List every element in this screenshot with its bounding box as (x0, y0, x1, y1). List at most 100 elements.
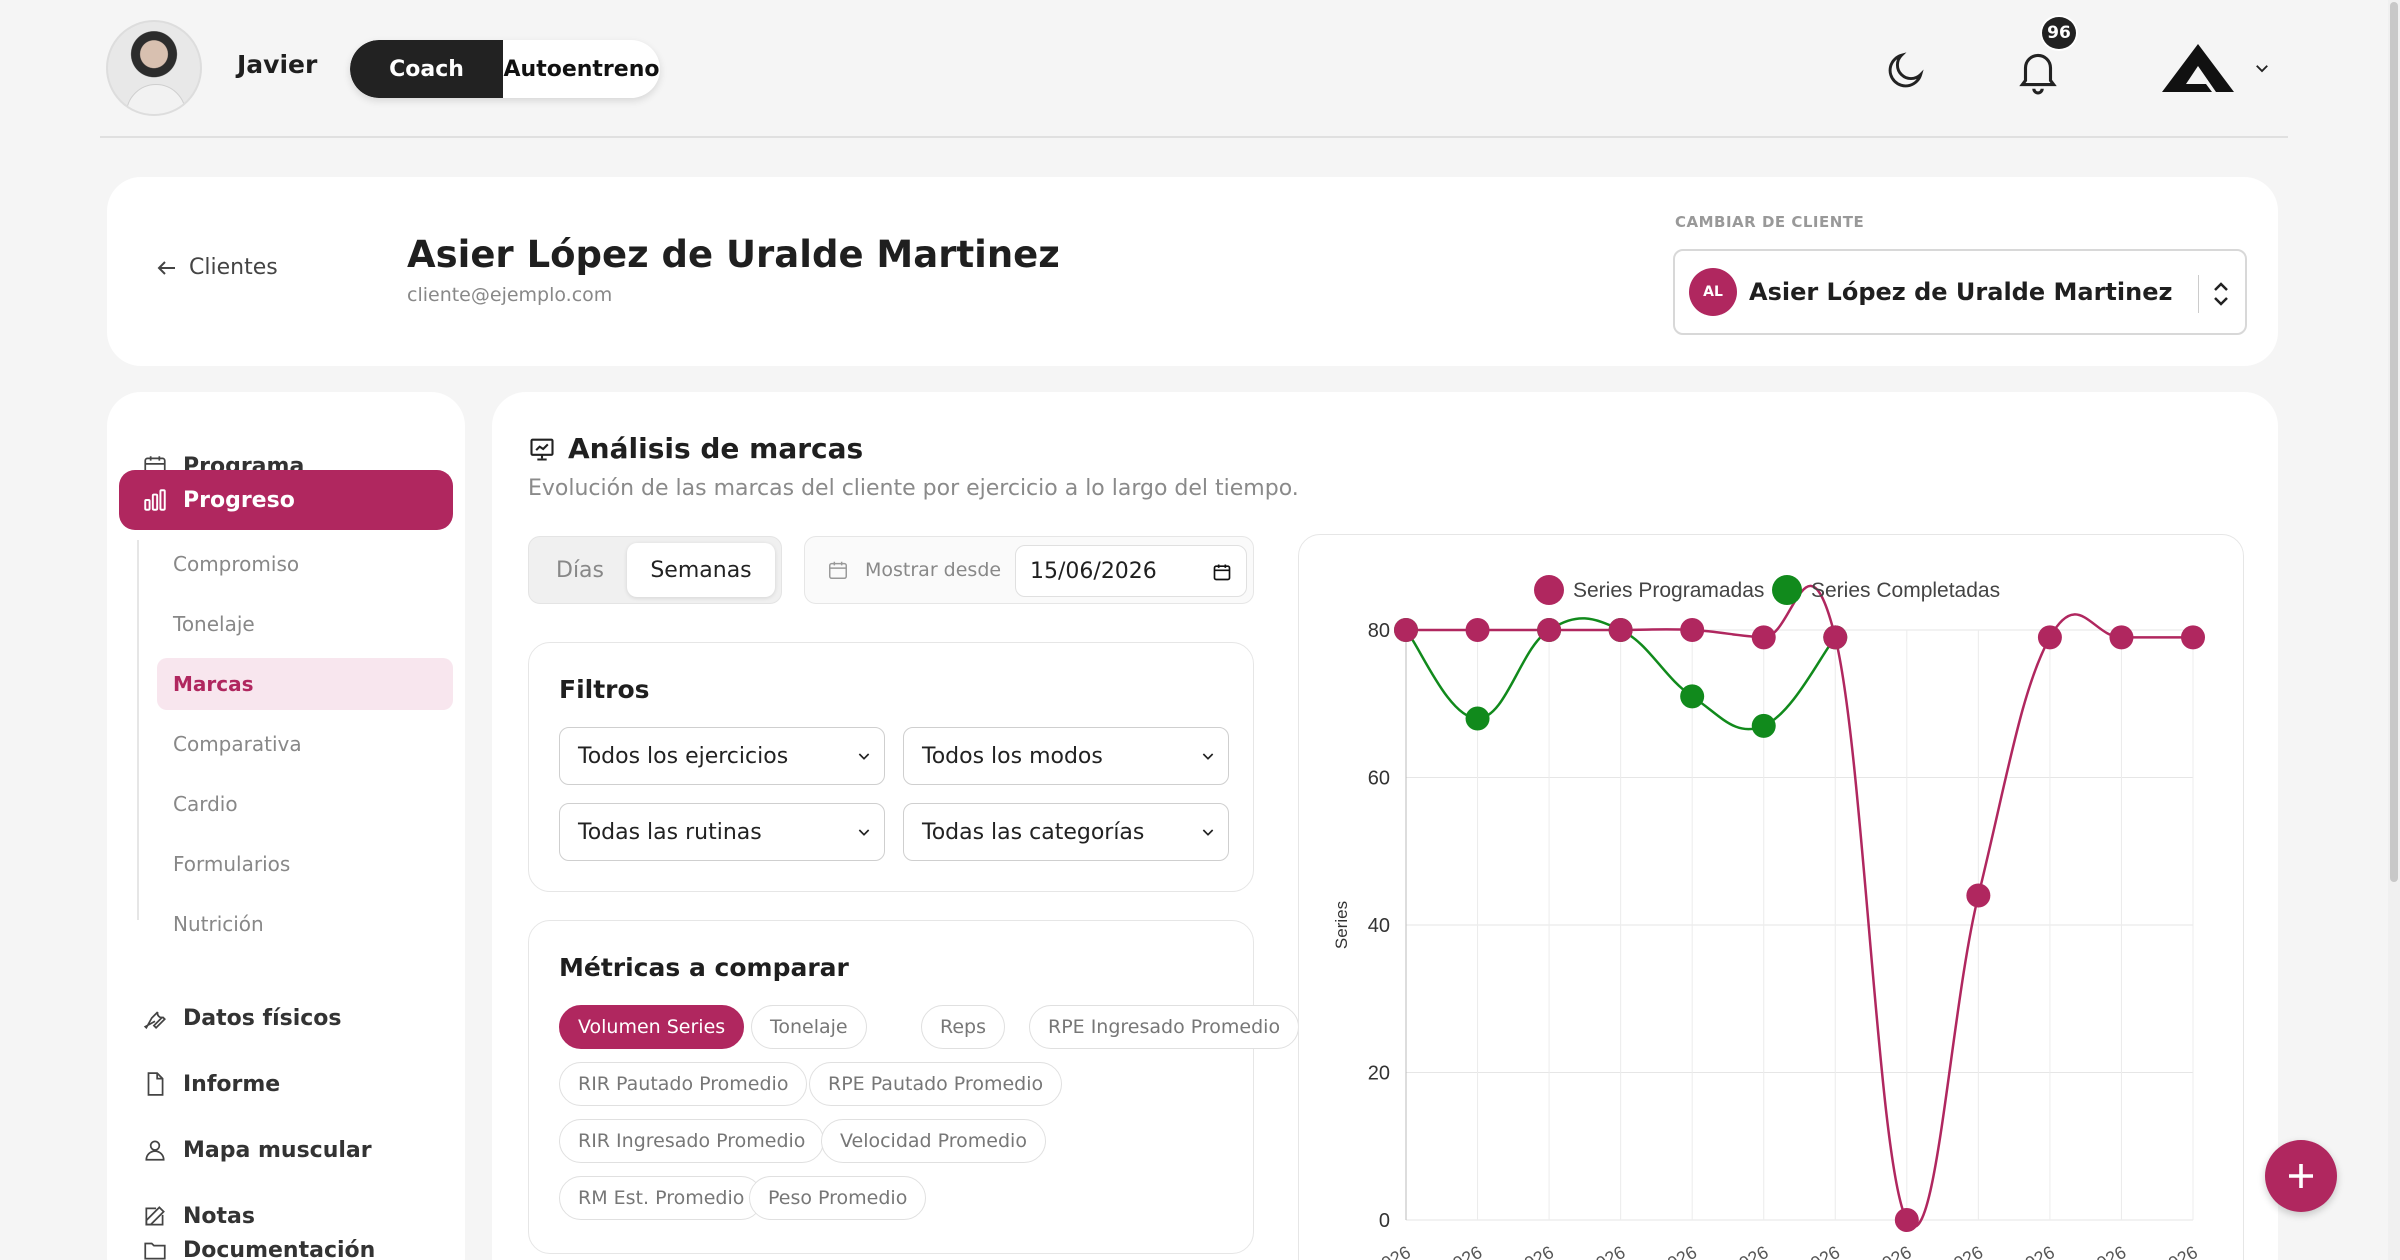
chevron-down-icon (1202, 753, 1214, 760)
metric-chip[interactable]: RPE Pautado Promedio (809, 1062, 1063, 1106)
x-tick-label: 13/9/2026 (2121, 1242, 2201, 1260)
sidebar-item-label: Informe (183, 1071, 281, 1097)
arrow-left-icon (157, 260, 175, 275)
brand-a-logo-icon[interactable] (2158, 38, 2238, 98)
subnav-formularios[interactable]: Formularios (173, 852, 291, 876)
data-point-programadas (1394, 618, 1418, 642)
sidebar-item-progreso[interactable]: Progreso (119, 470, 453, 530)
date-filter-label: Mostrar desde (865, 559, 1002, 581)
bar-chart-icon (141, 486, 169, 514)
metric-chip[interactable]: Peso Promedio (749, 1176, 927, 1220)
sidebar-item-label: Datos físicos (183, 1005, 342, 1031)
client-name: Asier López de Uralde Martinez (407, 233, 1060, 276)
calendar-picker-icon[interactable] (1212, 562, 1232, 582)
legend-marker (1772, 575, 1802, 605)
metric-chip[interactable]: Velocidad Promedio (821, 1119, 1046, 1163)
sidebar-item-datos-fisicos[interactable]: Datos físicos (119, 988, 453, 1048)
sidebar-item-notas[interactable]: Notas (119, 1186, 453, 1246)
mode-toggle: Coach Autoentreno (350, 40, 660, 98)
back-label: Clientes (189, 255, 278, 280)
category-select[interactable]: Todas las categorías (903, 803, 1229, 861)
x-tick-label: 23/8/2026 (1906, 1242, 1986, 1260)
x-tick-label: 9/8/2026 (1772, 1242, 1843, 1260)
plus-icon (2289, 1164, 2313, 1188)
user-avatar[interactable] (106, 20, 202, 116)
y-axis-label: Series (1332, 901, 1351, 949)
data-point-programadas (1823, 625, 1848, 650)
edit-icon (141, 1202, 169, 1230)
data-point-programadas (1894, 1208, 1919, 1232)
subnav-compromiso[interactable]: Compromiso (173, 552, 300, 576)
x-tick-label: 5/7/2026 (1414, 1242, 1485, 1260)
add-button[interactable] (2265, 1140, 2337, 1212)
x-tick-label: 28/6/2026 (1334, 1242, 1414, 1260)
back-to-clients-link[interactable]: Clientes (155, 255, 278, 280)
date-input-value: 15/06/2026 (1030, 558, 1157, 584)
subnav-nutricion[interactable]: Nutrición (173, 912, 264, 936)
switch-client-label: CAMBIAR DE CLIENTE (1675, 213, 1865, 231)
metric-chip[interactable]: Volumen Series (559, 1005, 745, 1049)
section-subtitle: Evolución de las marcas del cliente por … (528, 476, 1299, 501)
y-tick-label: 40 (1368, 915, 1390, 937)
metric-chip[interactable]: Reps (921, 1005, 1005, 1049)
metric-chip[interactable]: Tonelaje (751, 1005, 867, 1049)
data-point-programadas (2181, 625, 2205, 650)
sidebar: Programa Progreso Compromiso Tonelaje Ma… (107, 392, 465, 1260)
presentation-chart-icon (530, 438, 554, 461)
calendar-icon (829, 561, 847, 579)
data-point-completadas (1465, 706, 1490, 731)
metric-chip[interactable]: RIR Pautado Promedio (559, 1062, 808, 1106)
sidebar-item-informe[interactable]: Informe (119, 1054, 453, 1114)
folder-icon (141, 1236, 169, 1260)
metric-chip[interactable]: RIR Ingresado Promedio (559, 1119, 825, 1163)
chevron-down-icon (1202, 829, 1214, 836)
person-icon (141, 1136, 169, 1164)
x-tick-label: 30/8/2026 (1978, 1242, 2058, 1260)
granularity-weeks[interactable]: Semanas (627, 543, 775, 597)
metric-chip[interactable]: RPE Ingresado Promedio (1029, 1005, 1300, 1049)
bell-icon[interactable] (2008, 40, 2068, 100)
legend-label: Series Completadas (1811, 579, 2000, 602)
chevron-down-icon (858, 753, 870, 760)
top-bar: Javier Coach Autoentreno 96 (100, 0, 2288, 138)
legend-label: Series Programadas (1573, 579, 1764, 602)
date-input[interactable]: 15/06/2026 (1015, 545, 1247, 597)
client-select[interactable]: AL Asier López de Uralde Martinez (1673, 249, 2247, 335)
data-point-programadas (1465, 618, 1490, 642)
data-point-completadas (1680, 684, 1705, 709)
date-filter: Mostrar desde 15/06/2026 (804, 536, 1254, 604)
subnav-marcas[interactable]: Marcas (157, 658, 453, 710)
mode-autoentreno-button[interactable]: Autoentreno (503, 56, 660, 82)
mode-coach-button[interactable]: Coach (350, 40, 503, 98)
sidebar-item-label: Notas (183, 1203, 255, 1229)
user-name: Javier (237, 50, 318, 79)
granularity-days[interactable]: Días (556, 557, 604, 583)
sidebar-item-mapa-muscular[interactable]: Mapa muscular (119, 1120, 453, 1180)
client-select-value: Asier López de Uralde Martinez (1749, 278, 2173, 306)
mode-select[interactable]: Todos los modos (903, 727, 1229, 785)
data-point-programadas (2037, 625, 2062, 650)
subnav-comparativa[interactable]: Comparativa (173, 732, 302, 756)
data-point-programadas (1537, 618, 1562, 642)
chevron-down-icon[interactable] (2250, 56, 2274, 80)
sidebar-item-label: Documentación (183, 1237, 376, 1260)
subnav-cardio[interactable]: Cardio (173, 792, 238, 816)
client-header-card: Clientes Asier López de Uralde Martinez … (107, 177, 2278, 366)
section-title-text: Análisis de marcas (568, 432, 864, 465)
y-tick-label: 60 (1368, 768, 1390, 790)
exercise-select[interactable]: Todos los ejercicios (559, 727, 885, 785)
moon-icon[interactable] (1878, 42, 1934, 98)
x-tick-label: 19/7/2026 (1548, 1242, 1628, 1260)
subnav-tonelaje[interactable]: Tonelaje (173, 612, 255, 636)
data-point-programadas (1608, 618, 1633, 642)
sidebar-item-documentacion[interactable]: Documentación (119, 1220, 453, 1260)
y-tick-label: 20 (1368, 1063, 1390, 1085)
routine-select[interactable]: Todas las rutinas (559, 803, 885, 861)
x-tick-label: 6/9/2026 (2058, 1242, 2129, 1260)
granularity-toggle: Días Semanas (528, 536, 782, 604)
metrics-box: Métricas a comparar Volumen Series Tonel… (528, 920, 1300, 1254)
metric-chip[interactable]: RM Est. Promedio (559, 1176, 764, 1220)
page-scrollbar[interactable] (2388, 0, 2400, 1260)
main-panel: Análisis de marcas Evolución de las marc… (492, 392, 2278, 1260)
client-email: cliente@ejemplo.com (407, 284, 613, 306)
